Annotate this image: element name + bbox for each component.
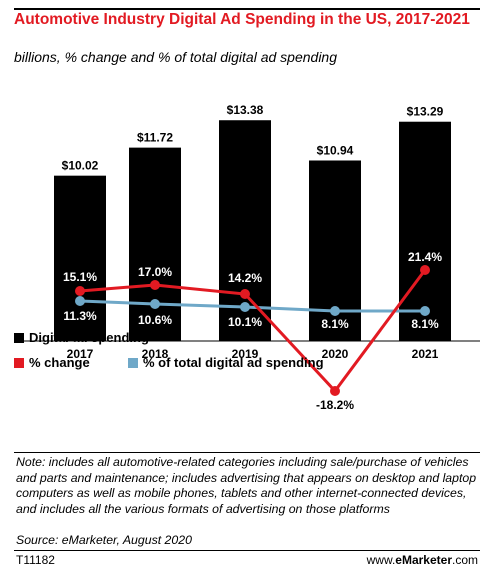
chart-note: Note: includes all automotive-related ca… — [16, 455, 477, 516]
share-label-2019: 10.1% — [228, 315, 262, 329]
legend-item-share: % of total digital ad spending — [128, 355, 324, 370]
share-label-2021: 8.1% — [411, 317, 439, 331]
x-tick-2017: 2017 — [67, 347, 94, 361]
footer-rule — [14, 550, 480, 551]
legend-label-bars: Digital ad spending — [29, 330, 149, 345]
note-rule — [14, 452, 480, 453]
bar-label-2019: $13.38 — [227, 103, 264, 117]
share-point-2019 — [240, 302, 250, 312]
brand-url[interactable]: www.eMarketer.com — [367, 553, 478, 567]
brand-name: eMarketer — [395, 553, 452, 567]
share-label-2018: 10.6% — [138, 313, 172, 327]
share-label-2017: 11.3% — [63, 309, 97, 323]
share-label-2020: 8.1% — [321, 317, 349, 331]
share-point-2020 — [330, 306, 340, 316]
bar-2021 — [399, 121, 451, 341]
x-tick-2019: 2019 — [232, 347, 259, 361]
change-point-2019 — [240, 289, 250, 299]
legend-swatch-bars — [14, 332, 24, 343]
x-tick-2020: 2020 — [322, 347, 349, 361]
legend-label-change: % change — [29, 355, 90, 370]
chart-subtitle: billions, % change and % of total digita… — [14, 49, 337, 65]
chart-source: Source: eMarketer, August 2020 — [16, 533, 192, 547]
legend-swatch-change — [14, 357, 24, 368]
change-point-2017 — [75, 286, 85, 296]
brand-prefix: www. — [366, 553, 396, 567]
chart-code: T11182 — [16, 553, 55, 567]
legend-item-change: % change — [14, 355, 90, 370]
change-point-2021 — [420, 265, 430, 275]
bar-label-2017: $10.02 — [62, 159, 99, 173]
x-tick-2018: 2018 — [142, 347, 169, 361]
change-label-2018: 17.0% — [138, 265, 172, 279]
legend-swatch-share — [128, 357, 138, 368]
legend-item-bars: Digital ad spending — [14, 330, 149, 345]
bar-2018 — [129, 147, 181, 341]
change-point-2020 — [330, 386, 340, 396]
share-point-2018 — [150, 299, 160, 309]
share-point-2021 — [420, 306, 430, 316]
share-point-2017 — [75, 296, 85, 306]
change-label-2019: 14.2% — [228, 271, 262, 285]
change-point-2018 — [150, 280, 160, 290]
bar-label-2020: $10.94 — [317, 143, 354, 157]
bar-label-2021: $13.29 — [407, 105, 444, 119]
bar-label-2018: $11.72 — [137, 131, 173, 145]
change-label-2021: 21.4% — [408, 250, 442, 264]
change-label-2017: 15.1% — [63, 270, 97, 284]
change-label-2020: -18.2% — [316, 398, 354, 412]
chart-area: $10.02 $11.72 $13.38 $10.94 $13.29 2017 2018 20… — [14, 103, 480, 412]
top-rule — [14, 8, 480, 10]
bar-2017 — [54, 175, 106, 341]
chart-title: Automotive Industry Digital Ad Spending … — [14, 11, 470, 28]
legend-label-share: % of total digital ad spending — [143, 355, 324, 370]
brand-suffix: .com — [451, 553, 478, 567]
x-tick-2021: 2021 — [412, 347, 439, 361]
